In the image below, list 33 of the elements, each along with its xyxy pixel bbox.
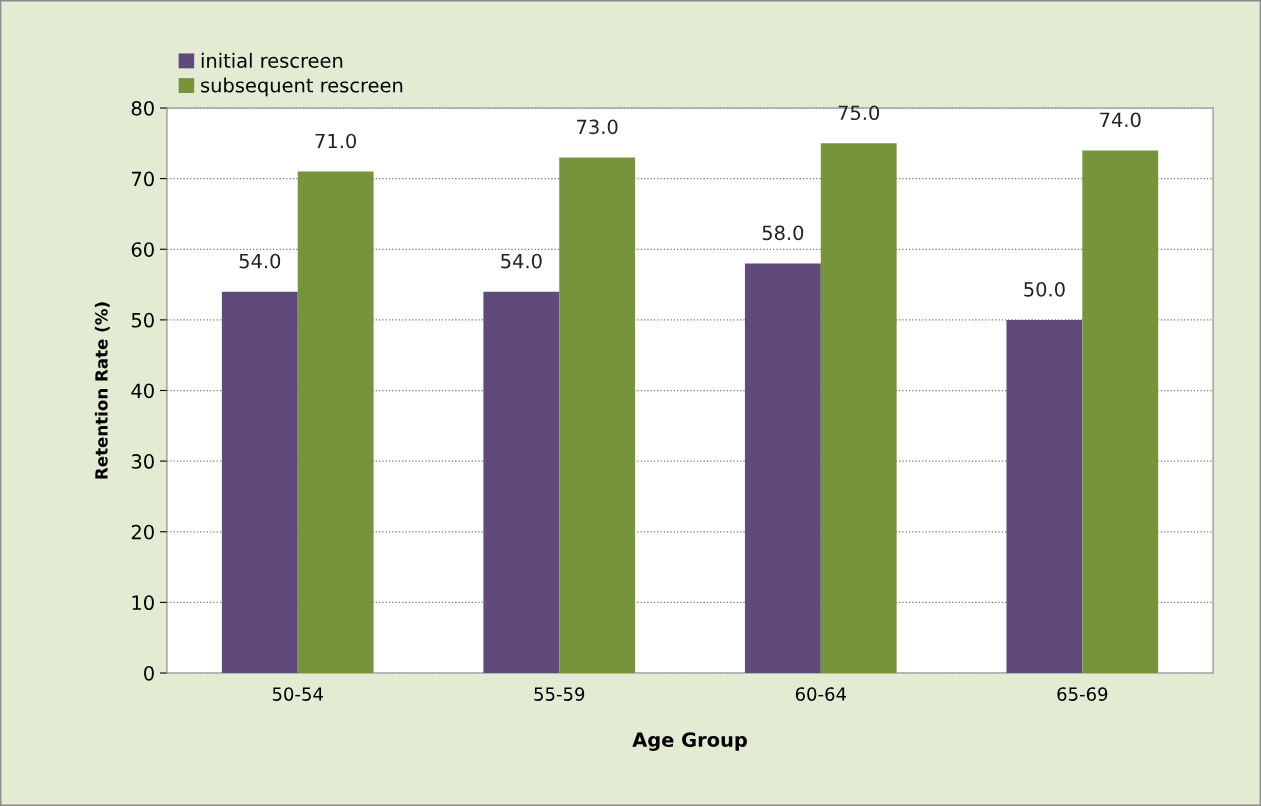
data-label: 50.0 [1024, 281, 1065, 297]
y-tick-label: 10 [132, 595, 154, 611]
bar [1082, 150, 1159, 674]
y-tick-label: 70 [132, 171, 154, 187]
data-label: 74.0 [1100, 112, 1141, 128]
data-label: 54.0 [501, 253, 542, 269]
y-tick-label: 60 [131, 242, 154, 257]
bar [483, 291, 560, 674]
x-tick-label: 55-59 [534, 687, 585, 701]
bar [820, 143, 897, 674]
data-label: 71.0 [315, 133, 356, 149]
x-tick-label: 60-64 [795, 687, 846, 701]
y-axis-title: Retention Rate (%) [94, 302, 110, 479]
data-label: 54.0 [239, 253, 281, 269]
x-tick-label: 50-54 [272, 687, 323, 701]
data-label: 73.0 [577, 119, 618, 135]
y-tick-label: 20 [131, 524, 154, 540]
y-tick-label: 50 [131, 312, 154, 328]
bar [744, 263, 821, 674]
y-tick-label: 0 [144, 665, 154, 681]
bar [559, 157, 636, 674]
y-tick-label: 40 [131, 383, 154, 399]
x-axis-title: Age Group [632, 732, 747, 751]
x-tick-label: 65-69 [1057, 687, 1108, 701]
legend-label: initial rescreen [201, 52, 343, 68]
y-tick-label: 80 [131, 100, 154, 116]
data-label: 75.0 [838, 105, 880, 121]
bar [1006, 319, 1083, 674]
data-label: 58.0 [762, 225, 804, 241]
bar [221, 291, 298, 674]
bar [297, 171, 374, 674]
y-tick-label: 30 [131, 454, 154, 469]
legend-label: subsequent rescreen [201, 77, 403, 97]
